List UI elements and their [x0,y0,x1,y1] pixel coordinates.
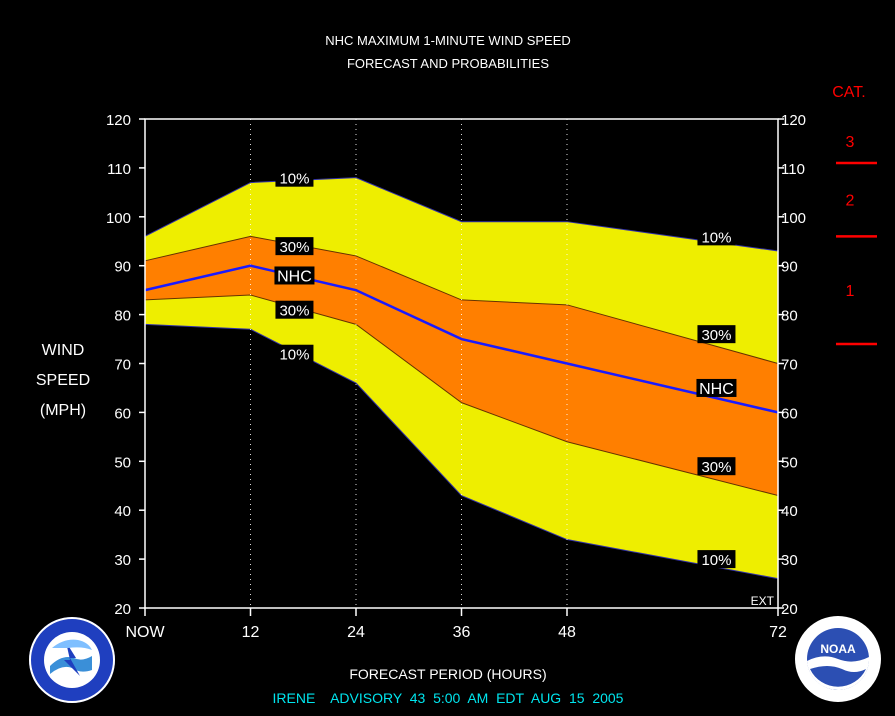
y-tick-label-left: 80 [114,308,131,325]
y-tick-label-right: 60 [781,405,798,422]
y-tick-label-right: 50 [781,454,798,471]
annotation-label: 30% [701,327,731,344]
noaa-logo: NOAA [795,616,881,702]
y-tick-label-left: 90 [114,259,131,276]
annotation-box [697,227,736,246]
annotation-label: 10% [701,552,731,569]
annotation-box [275,168,314,187]
y-tick-label-left: 100 [106,210,131,227]
annotation-box [697,550,736,569]
y-tick-label-left: 30 [114,552,131,569]
y-tick-label-right: 90 [781,259,798,276]
category-title: CAT. [832,84,865,101]
y-tick-label-right: 20 [781,601,798,618]
y-tick-label-left: 50 [114,454,131,471]
nws-logo [29,617,115,703]
annotation-label: NHC [277,268,312,285]
y-tick-label-right: 110 [781,161,805,178]
y-tick-label-left: 70 [114,357,131,374]
y-tick-label-right: 100 [781,210,806,227]
noaa-logo-text: NOAA [820,642,856,656]
y-tick-label-right: 30 [781,552,798,569]
y-tick-label-right: 40 [781,503,798,520]
category-label: 1 [846,283,855,300]
x-axis-label: FORECAST PERIOD (HOURS) [349,666,546,682]
annotation-label: 10% [279,171,309,188]
annotation-label: NHC [699,381,734,398]
annotation-box [275,344,314,363]
y-tick-label-left: 110 [107,161,131,178]
y-tick-label-left: 120 [106,112,131,129]
category-label: 3 [846,134,855,151]
annotation-label: 30% [279,303,309,320]
y-tick-label-left: 40 [114,503,131,520]
annotation-box [274,266,315,285]
annotation-box [275,237,314,256]
category-label: 2 [846,193,855,210]
y-axis-label-line2: SPEED [36,372,90,389]
annotation-box [697,457,736,476]
plot-area: 20 20 30 30 40 40 50 50 60 60 70 70 80 80 90 90 100 100 11… [106,112,806,641]
annotation-label: 10% [279,347,309,364]
advisory-text: IRENE ADVISORY 43 5:00 AM EDT AUG 15 200… [273,690,624,706]
annotation-label: 30% [701,459,731,476]
annotation-box [275,300,314,319]
chart-title-line2: FORECAST AND PROBABILITIES [347,56,549,71]
x-tick-label: NOW [125,624,165,641]
x-tick-label: 48 [558,624,576,641]
x-tick-label: 36 [453,624,471,641]
x-tick-label: 12 [242,624,260,641]
y-tick-label-left: 60 [114,405,131,422]
annotation-box [696,378,737,397]
series-line-lower-10 [144,323,779,580]
category-scale: 3 2 1 [836,134,877,346]
y-axis-label-line3: (MPH) [40,402,86,419]
series-line-upper-30 [144,235,779,364]
y-tick-label-left: 20 [114,601,131,618]
y-tick-label-right: 120 [781,112,806,129]
annotation-label: 10% [701,229,731,246]
y-tick-label-right: 70 [781,357,798,374]
annotation-box [697,325,736,344]
y-tick-label-right: 80 [781,308,798,325]
x-tick-label: 72 [769,624,787,641]
y-axis-label-line1: WIND [42,342,85,359]
chart-title-line1: NHC MAXIMUM 1-MINUTE WIND SPEED [325,33,571,48]
nhc-forecast-line [144,264,779,414]
series-line-upper-10 [144,177,779,252]
annotation-label: 30% [279,239,309,256]
x-tick-label: 24 [347,624,365,641]
ext-label: EXT [751,594,775,608]
series-line-lower-30 [144,294,779,497]
